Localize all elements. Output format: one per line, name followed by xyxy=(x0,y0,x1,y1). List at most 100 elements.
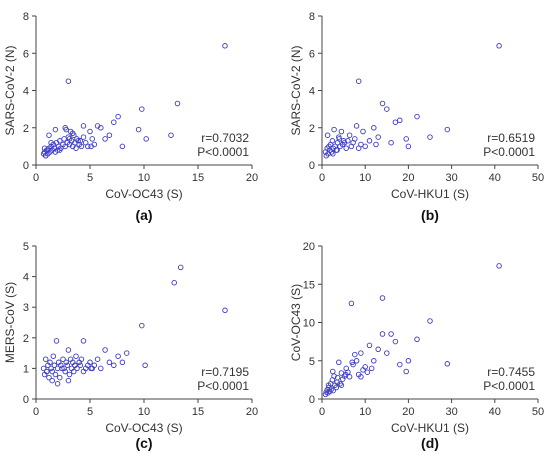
p-value-label: P<0.0001 xyxy=(197,379,249,393)
data-point xyxy=(46,374,52,381)
data-point xyxy=(139,106,145,112)
y-tick-label: 6 xyxy=(23,48,29,60)
data-point xyxy=(44,368,50,375)
data-point xyxy=(364,369,371,375)
data-point xyxy=(123,350,130,356)
data-point xyxy=(115,113,121,120)
x-tick-label: 0 xyxy=(33,172,39,184)
data-point xyxy=(119,143,126,150)
data-point xyxy=(384,350,390,356)
x-tick-label: 50 xyxy=(532,406,544,418)
y-tick-label: 0 xyxy=(23,160,29,172)
y-tick-label: 1 xyxy=(23,363,29,375)
data-point xyxy=(325,382,332,388)
x-tick-label: 20 xyxy=(246,406,258,418)
y-tick-label: 4 xyxy=(309,86,315,98)
data-point xyxy=(47,359,53,366)
data-point xyxy=(69,130,76,137)
data-point xyxy=(88,365,94,372)
data-point xyxy=(343,371,349,378)
data-point xyxy=(337,380,343,387)
data-point xyxy=(330,368,336,375)
data-point xyxy=(78,143,85,150)
x-tick-label: 15 xyxy=(192,406,204,418)
x-tick-label: 10 xyxy=(138,406,150,418)
data-point xyxy=(48,365,54,372)
data-point xyxy=(379,295,386,301)
y-axis-label: SARS-CoV-2 (N) xyxy=(3,45,17,135)
correlation-r-label: r=0.6519 xyxy=(487,131,535,145)
data-point xyxy=(333,384,340,391)
data-point xyxy=(115,353,121,359)
data-point xyxy=(49,368,55,375)
correlation-r-label: r=0.7195 xyxy=(201,365,249,379)
data-point xyxy=(349,359,355,366)
data-point xyxy=(106,132,113,138)
data-point xyxy=(75,138,81,144)
data-point xyxy=(80,134,87,140)
x-tick-label: 15 xyxy=(192,172,204,184)
data-point xyxy=(352,351,358,358)
data-point xyxy=(54,380,61,387)
data-point xyxy=(397,361,403,368)
data-point xyxy=(87,359,93,366)
data-point xyxy=(91,362,98,369)
y-tick-label: 2 xyxy=(23,123,29,135)
data-point xyxy=(143,136,149,142)
data-point xyxy=(88,143,94,150)
data-point xyxy=(102,347,108,353)
y-tick-label: 5 xyxy=(309,356,315,368)
data-point xyxy=(366,138,373,144)
x-axis-label: CoV-OC43 (S) xyxy=(105,421,182,435)
y-tick-label: 8 xyxy=(23,11,29,23)
correlation-r-label: r=0.7032 xyxy=(201,131,249,145)
data-point xyxy=(61,365,67,372)
data-point xyxy=(328,386,335,392)
data-point xyxy=(59,365,65,372)
data-point xyxy=(41,145,48,151)
data-point xyxy=(496,43,502,49)
x-tick-label: 0 xyxy=(33,406,39,418)
data-point xyxy=(355,145,362,151)
x-tick-label: 30 xyxy=(445,172,457,184)
data-point xyxy=(80,368,87,375)
panel-label: (a) xyxy=(135,207,152,223)
data-point xyxy=(362,143,368,150)
data-point xyxy=(119,359,126,366)
y-tick-label: 4 xyxy=(23,86,29,98)
data-point xyxy=(324,132,331,138)
data-point xyxy=(174,100,181,107)
data-point xyxy=(343,145,349,151)
data-point xyxy=(329,138,336,144)
data-point xyxy=(94,356,101,362)
y-axis-label: MERS-CoV (S) xyxy=(3,282,17,363)
data-point xyxy=(403,368,409,375)
y-tick-label: 0 xyxy=(23,394,29,406)
data-point xyxy=(50,353,57,359)
data-point xyxy=(111,362,117,369)
data-point xyxy=(85,143,91,150)
data-point xyxy=(336,136,343,142)
data-point xyxy=(222,43,228,49)
data-point xyxy=(368,365,375,372)
data-point xyxy=(52,126,59,133)
y-tick-label: 2 xyxy=(23,333,29,345)
data-point xyxy=(392,119,399,125)
data-point xyxy=(330,151,336,157)
x-tick-label: 10 xyxy=(359,172,371,184)
data-point xyxy=(142,362,148,369)
data-point xyxy=(111,119,117,125)
x-tick-label: 20 xyxy=(402,406,414,418)
data-point xyxy=(371,125,377,131)
data-point xyxy=(444,361,451,367)
data-point xyxy=(339,141,346,148)
data-point xyxy=(388,331,394,337)
data-point xyxy=(66,371,73,378)
data-point xyxy=(77,362,84,369)
y-tick-label: 0 xyxy=(309,160,315,172)
data-point xyxy=(58,362,64,369)
data-point xyxy=(379,100,386,107)
data-point xyxy=(340,138,347,144)
data-point xyxy=(353,123,360,129)
data-point xyxy=(40,365,47,372)
